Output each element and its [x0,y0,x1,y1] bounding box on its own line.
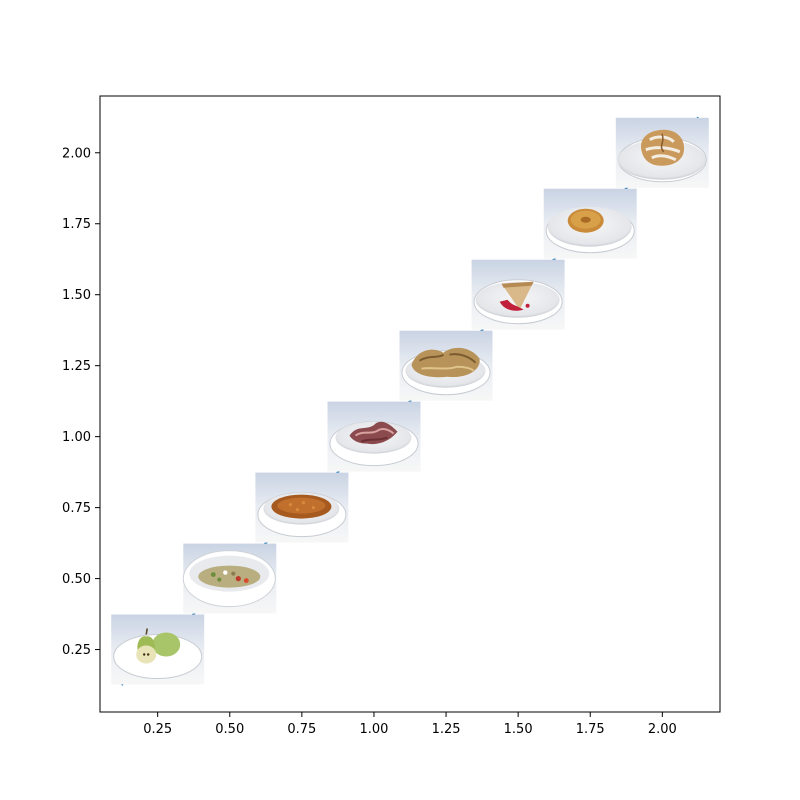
cherry-pie-slice-plate-icon [471,259,565,330]
y-tick-label: 1.25 [62,359,91,374]
y-tick-label: 2.00 [62,146,91,161]
pear-plate-icon [111,614,205,685]
y-tick-label: 1.50 [62,288,91,303]
x-tick-label: 1.50 [504,722,533,737]
image-markers [111,117,709,685]
plot-frame [99,95,721,713]
y-axis: 0.25 0.50 0.75 1.00 1.25 1.50 1.75 2.00 [62,146,100,658]
cinnamon-roll-plate-icon [615,117,709,188]
y-tick-label: 1.00 [62,430,91,445]
y-tick-label: 0.50 [62,572,91,587]
donut-plate-icon [543,188,637,259]
x-tick-label: 1.75 [576,722,605,737]
x-tick-label: 1.25 [432,722,461,737]
x-tick-label: 0.75 [287,722,316,737]
baked-beans-plate-icon [255,472,349,543]
x-tick-label: 2.00 [648,722,677,737]
y-tick-label: 0.25 [62,643,91,658]
pasta-salad-bowl-icon [182,543,277,614]
x-tick-label: 0.25 [143,722,172,737]
y-tick-label: 1.75 [62,217,91,232]
fried-food-plate-icon [399,330,493,401]
x-tick-label: 1.00 [359,722,388,737]
x-axis: 0.25 0.50 0.75 1.00 1.25 1.50 1.75 2.00 [143,712,677,737]
x-tick-label: 0.50 [215,722,244,737]
y-tick-label: 0.75 [62,501,91,516]
bacon-plate-icon [327,401,421,472]
